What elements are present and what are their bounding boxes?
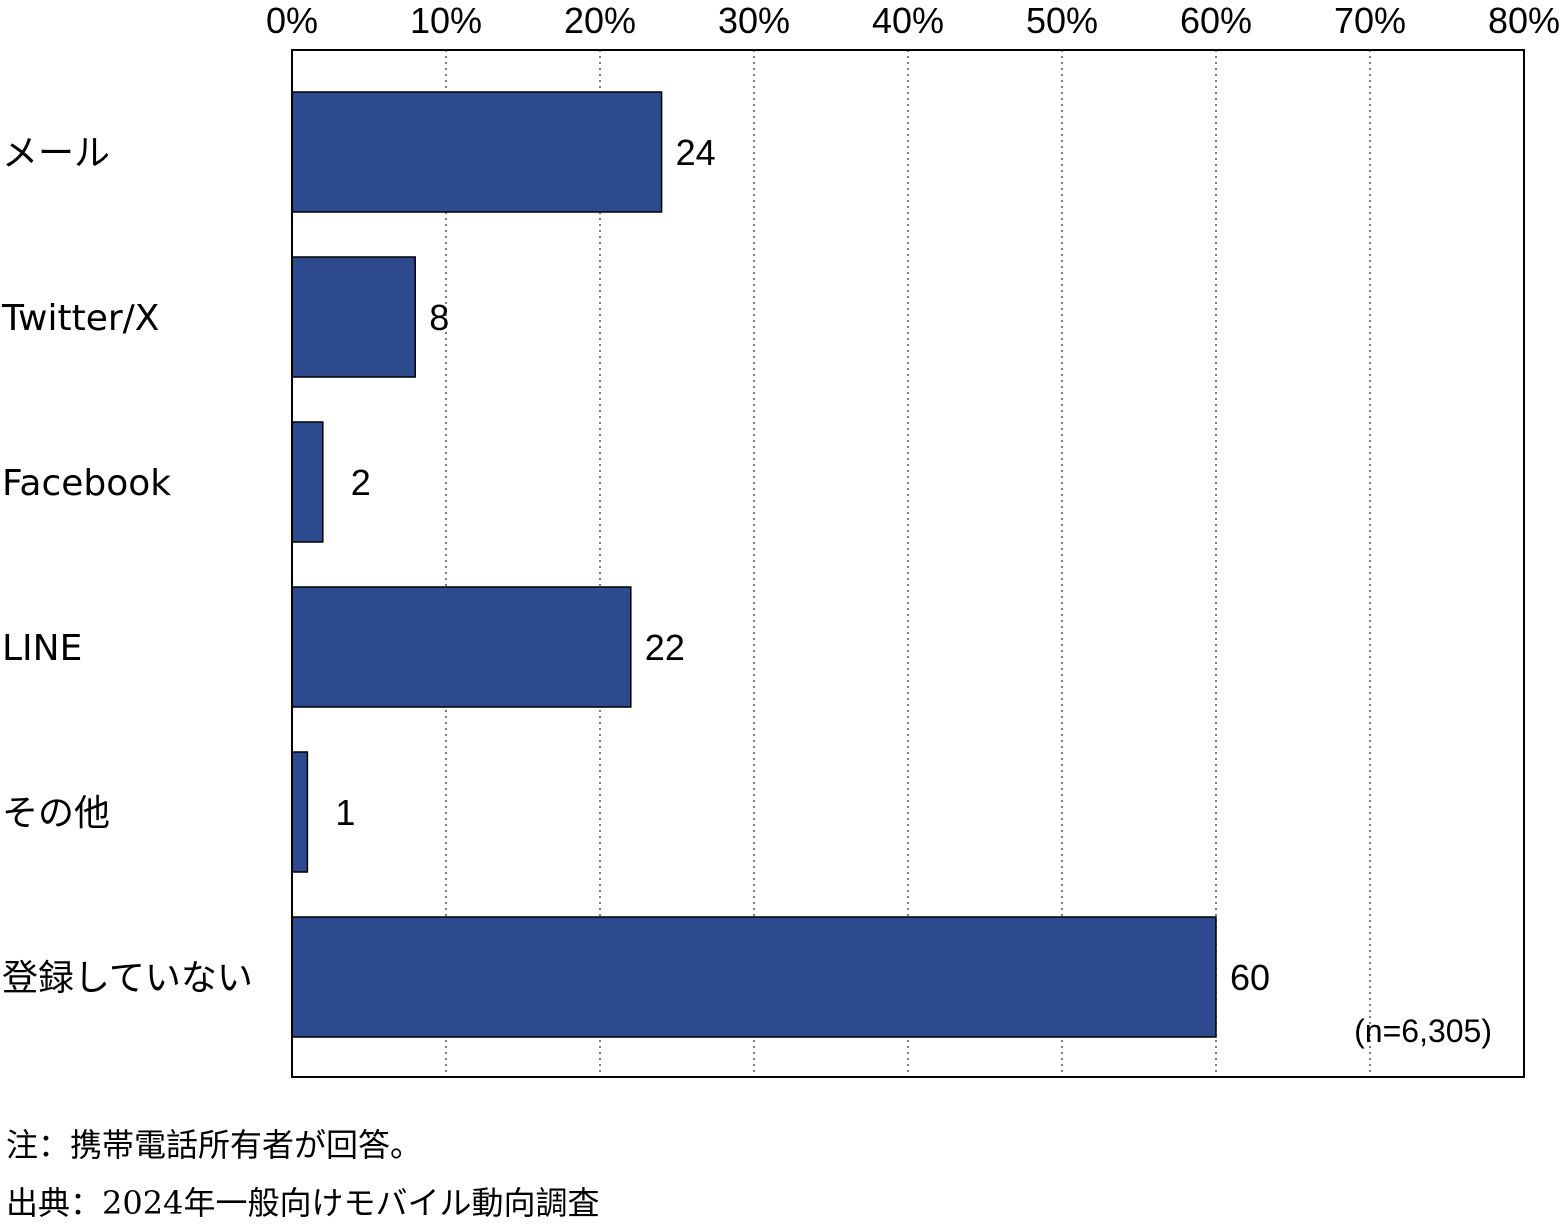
data-label: 24 — [676, 132, 716, 173]
data-label: 8 — [429, 297, 449, 338]
data-label: 22 — [645, 627, 685, 668]
x-tick-label: 70% — [1334, 0, 1406, 41]
category-label: 登録していない — [2, 958, 253, 999]
bar — [291, 586, 632, 708]
bar — [291, 916, 1217, 1038]
bar — [291, 421, 324, 543]
category-label: Facebook — [2, 463, 171, 504]
data-label: 1 — [335, 792, 355, 833]
bar — [291, 256, 416, 378]
bar — [291, 751, 309, 873]
category-label: Twitter/X — [1, 298, 159, 339]
x-tick-label: 40% — [872, 0, 944, 41]
chart-note: 注：携帯電話所有者が回答。 — [6, 1126, 423, 1164]
category-label: LINE — [2, 628, 82, 669]
x-tick-labels: 0% 10% 20% 30% 40% 50% 60% 70% 80% — [266, 0, 1560, 41]
bar-chart: 0% 10% 20% 30% 40% 50% 60% 70% 80% メール Twitter/X F… — [1, 0, 1560, 1078]
x-tick-label: 50% — [1026, 0, 1098, 41]
plot-frame — [291, 49, 1525, 1078]
bar — [291, 91, 663, 213]
bars — [291, 91, 1217, 1038]
data-label: 60 — [1230, 957, 1270, 998]
x-tick-label: 0% — [266, 0, 318, 41]
x-tick-label: 60% — [1180, 0, 1252, 41]
x-tick-label: 30% — [718, 0, 790, 41]
category-label: その他 — [2, 793, 110, 834]
x-tick-label: 20% — [564, 0, 636, 41]
data-label: 2 — [351, 462, 371, 503]
sample-size-label: (n=6,305) — [1354, 1013, 1492, 1049]
x-tick-label: 80% — [1488, 0, 1560, 41]
x-tick-label: 10% — [410, 0, 482, 41]
category-label: メール — [2, 133, 110, 174]
chart-source: 出典：2024年一般向けモバイル動向調査 — [6, 1184, 600, 1222]
